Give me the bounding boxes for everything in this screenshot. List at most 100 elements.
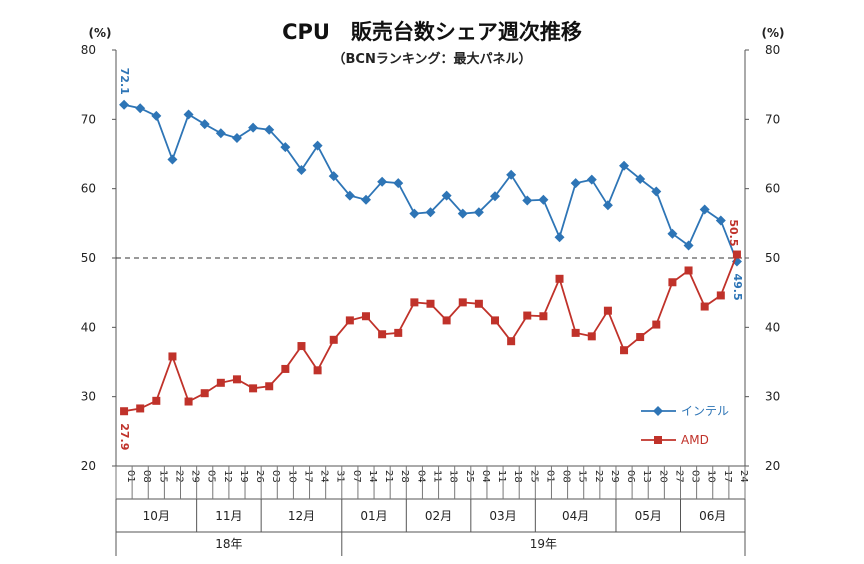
y-tick-label-left: 70 [81, 112, 96, 126]
legend-marker-0 [653, 406, 663, 416]
series-0-point [586, 174, 597, 185]
series-1-point [136, 404, 145, 413]
x-tick-label: 29 [609, 470, 620, 483]
series-0-point [619, 160, 630, 171]
series-0-point [699, 204, 710, 215]
x-tick-label: 31 [335, 470, 346, 483]
chart-subtitle: （BCNランキング：最大パネル） [333, 51, 532, 67]
month-label: 11月 [215, 509, 242, 523]
x-tick-label: 18 [448, 470, 459, 483]
series-0-point [554, 232, 565, 243]
x-tick-label: 11 [432, 470, 443, 483]
series-1-point [168, 352, 177, 361]
month-label: 03月 [489, 509, 516, 523]
series-1-point [152, 396, 161, 405]
month-label: 12月 [288, 509, 315, 523]
y-tick-label-right: 70 [765, 112, 780, 126]
month-label: 04月 [562, 509, 589, 523]
series-0-point [296, 164, 307, 175]
series-0-point [119, 99, 130, 110]
month-label: 01月 [360, 509, 387, 523]
y-tick-label-left: 80 [81, 43, 96, 57]
y-unit-right: (%) [762, 26, 785, 40]
series-1-point [668, 278, 677, 287]
series-0-point [344, 190, 355, 201]
x-tick-label: 25 [528, 470, 539, 483]
y-tick-label-right: 50 [765, 251, 780, 265]
series-1-point [620, 346, 629, 355]
series-1-point [603, 306, 612, 315]
series-1-point [394, 328, 403, 337]
x-tick-label: 07 [351, 470, 362, 483]
series-1-point [539, 312, 548, 321]
series-1-point [458, 298, 467, 307]
series-0-point [393, 178, 404, 189]
x-tick-label: 18 [512, 470, 523, 483]
series-1-point [636, 333, 645, 342]
x-tick-label: 25 [464, 470, 475, 483]
x-tick-label: 22 [593, 470, 604, 483]
x-tick-label: 17 [722, 470, 733, 483]
x-tick-label: 11 [496, 470, 507, 483]
series-0-point [651, 186, 662, 197]
data-label: 50.5 [727, 219, 740, 246]
y-tick-label-left: 50 [81, 251, 96, 265]
series-0-point [635, 173, 646, 184]
y-tick-label-right: 80 [765, 43, 780, 57]
series-1-point [184, 397, 193, 406]
x-tick-label: 06 [625, 470, 636, 483]
series-1-point [571, 328, 580, 337]
chart-title: CPU 販売台数シェア週次推移 [282, 20, 582, 44]
series-0-point [328, 171, 339, 182]
legend-marker-1 [654, 436, 662, 444]
year-label: 18年 [215, 537, 242, 551]
x-tick-label: 13 [641, 470, 652, 483]
x-tick-label: 22 [173, 470, 184, 483]
data-label: 49.5 [731, 273, 744, 300]
series-1-point [378, 330, 387, 339]
x-tick-label: 05 [206, 470, 217, 483]
month-label: 10月 [143, 509, 170, 523]
series-1-point [200, 389, 209, 398]
x-tick-label: 03 [270, 470, 281, 483]
series-0-point [409, 208, 420, 219]
x-tick-label: 01 [544, 470, 555, 483]
legend-label-0: インテル [681, 404, 729, 418]
month-label: 06月 [699, 509, 726, 523]
series-1-point [652, 320, 661, 329]
series-0-point [441, 190, 452, 201]
series-1-point [507, 337, 516, 346]
x-tick-label: 12 [222, 470, 233, 483]
x-tick-label: 03 [690, 470, 701, 483]
x-tick-label: 08 [141, 470, 152, 483]
series-0-point [360, 194, 371, 205]
legend-label-1: AMD [681, 433, 709, 447]
series-1-point [732, 250, 741, 259]
series-1-point [249, 384, 258, 393]
x-tick-label: 04 [480, 470, 491, 483]
series-1-point [684, 266, 693, 275]
series-0-point [231, 133, 242, 144]
series-0-point [715, 215, 726, 226]
series-1-point [265, 382, 274, 391]
series-1-point [410, 298, 419, 307]
series-1-point [555, 274, 564, 283]
series-0-point [312, 140, 323, 151]
series-0-point [506, 169, 517, 180]
y-tick-label-right: 30 [765, 390, 780, 404]
series-1-point [442, 316, 451, 325]
year-label: 19年 [530, 537, 557, 551]
series-1-point [491, 316, 500, 325]
series-0-point [425, 207, 436, 218]
data-label: 72.1 [118, 68, 131, 95]
y-tick-label-right: 40 [765, 320, 780, 334]
x-tick-label: 15 [157, 470, 168, 483]
series-1-point [700, 302, 709, 311]
x-tick-label: 20 [657, 470, 668, 483]
series-1-point [313, 366, 322, 375]
x-tick-label: 27 [673, 470, 684, 483]
month-label: 02月 [425, 509, 452, 523]
x-tick-label: 08 [561, 470, 572, 483]
series-0-point [473, 207, 484, 218]
